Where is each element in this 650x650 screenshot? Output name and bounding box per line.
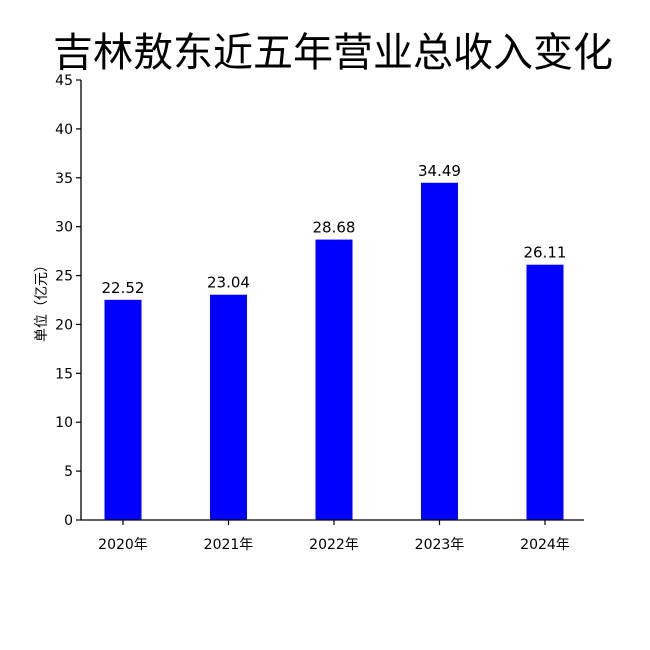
y-axis-ticks: 0 5 10 15 20 25 30 35 40 45 [55,73,81,529]
y-tick-label: 30 [55,220,73,236]
bar [421,182,458,520]
bar [210,294,247,520]
x-tick-label: 2024年 [520,537,570,553]
y-tick-label: 45 [55,73,73,89]
chart-title: 吉林敖东近五年营业总收入变化 [53,30,613,76]
y-axis-title: 单位（亿元） [34,258,50,342]
y-tick-label: 5 [64,464,73,480]
y-tick-label: 0 [64,513,73,529]
bar [315,239,353,520]
y-tick-label: 15 [55,366,73,382]
bar-value-label: 23.04 [207,274,250,292]
bar-value-label: 28.68 [313,219,356,237]
bar [526,264,564,520]
bars [104,182,564,520]
y-tick-label: 20 [55,317,73,333]
x-tick-label: 2023年 [415,537,465,553]
x-tick-label: 2022年 [309,537,359,553]
bar [104,299,142,520]
y-tick-label: 40 [55,122,73,138]
bar-value-label: 34.49 [418,162,461,180]
x-tick-label: 2020年 [98,537,148,553]
y-tick-label: 25 [55,269,73,285]
bar-value-labels: 22.52 23.04 28.68 34.49 26.11 [102,162,567,297]
x-axis-ticks: 2020年 2021年 2022年 2023年 2024年 [98,520,570,553]
y-tick-label: 10 [55,415,73,431]
bar-value-label: 26.11 [524,244,567,262]
bar-value-label: 22.52 [102,279,145,297]
x-tick-label: 2021年 [204,537,254,553]
y-tick-label: 35 [55,171,73,187]
